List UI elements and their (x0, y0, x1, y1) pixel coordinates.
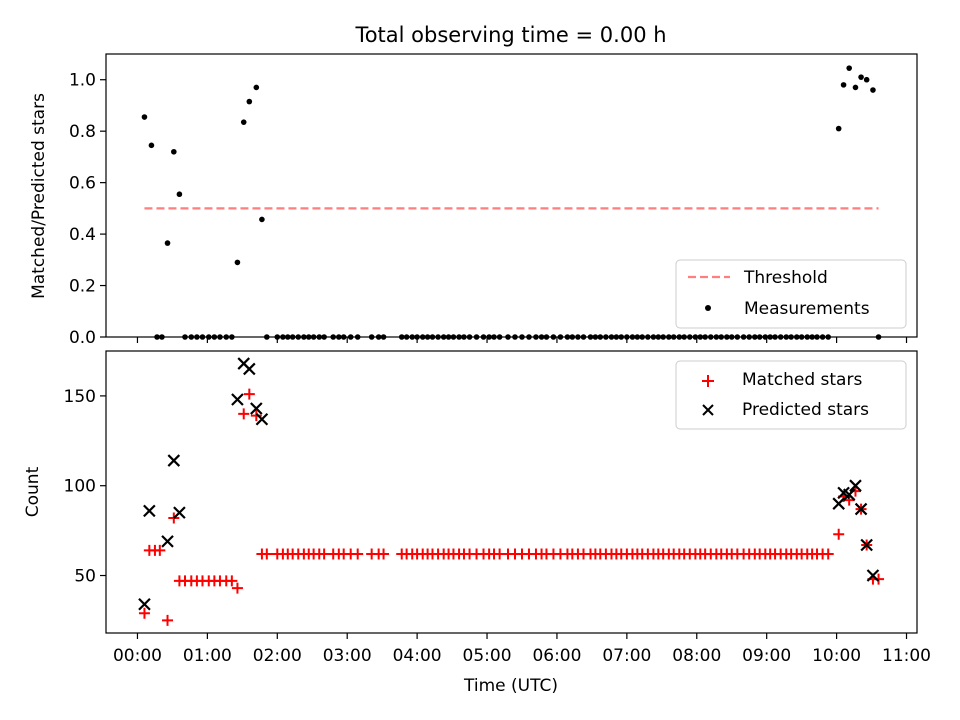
count-x-tick-label: 10:00 (812, 646, 861, 666)
ratio-x-axis (136, 337, 908, 343)
count-x-tick-label: 04:00 (393, 646, 442, 666)
count-x-tick-label: 08:00 (672, 646, 721, 666)
count-x-tick-label: 11:00 (882, 646, 931, 666)
ratio-y-tick-label: 0.8 (69, 122, 96, 142)
matched-star-point (226, 575, 238, 587)
count-x-tick-label: 06:00 (532, 646, 581, 666)
measurement-point (858, 74, 864, 80)
measurement-point (259, 216, 265, 223)
ratio-y-tick-label: 1.0 (69, 71, 96, 91)
predicted-star-point (250, 402, 263, 415)
ratio-y-tick-label: 0.2 (69, 277, 96, 297)
matched-star-point (843, 494, 855, 506)
predicted-legend-label: Predicted stars (742, 400, 869, 420)
matched-star-point (352, 548, 364, 560)
count-x-axis: 00:00 01:00 02:00 03:00 04:00 05:00 06:00 07:00… (113, 633, 931, 666)
predicted-star-point (849, 479, 862, 492)
count-x-tick-label: 02:00 (253, 646, 302, 666)
predicted-star-point (842, 488, 856, 501)
threshold-legend-label: Threshold (743, 268, 828, 288)
count-legend: Matched stars Predicted stars (675, 360, 907, 430)
predicted-star-point (243, 362, 256, 376)
matched-legend-label: Matched stars (742, 370, 862, 390)
count-x-tick-label: 09:00 (742, 646, 791, 666)
predicted-star-point (854, 502, 868, 516)
matched-star-point (261, 548, 273, 560)
ratio-y-label: Matched/Predicted stars (29, 93, 49, 299)
measurement-point (835, 125, 842, 132)
ratio-axes-frame (105, 53, 918, 338)
count-y-tick-label: 150 (64, 387, 96, 407)
count-y-tick-label: 100 (64, 477, 96, 497)
measurement-point (164, 240, 171, 246)
count-x-tick-label: 03:00 (323, 646, 372, 666)
count-legend-box (675, 360, 907, 430)
matched-star-point (154, 544, 166, 556)
predicted-star-point (255, 412, 269, 426)
matched-star-point (243, 388, 255, 400)
matched-star-point (238, 408, 250, 420)
predicted-star-point (173, 506, 186, 519)
predicted-star-point (161, 535, 174, 548)
predicted-star-point (832, 497, 845, 510)
matched-star-point (250, 410, 262, 422)
predicted-star-point (866, 569, 880, 582)
measurement-point (246, 98, 253, 105)
x-axis-label: Time (UTC) (463, 676, 558, 696)
matched-star-point (378, 548, 390, 560)
ratio-y-tick-label: 0.6 (69, 174, 96, 194)
matched-star-point (833, 528, 845, 540)
matched-star-point (822, 548, 834, 560)
count-x-tick-label: 01:00 (183, 646, 232, 666)
measurement-point (840, 82, 847, 88)
measurement-point (148, 142, 155, 149)
matched-star-point (873, 573, 885, 585)
matched-star-point (162, 614, 174, 626)
predicted-legend-swatch (702, 404, 714, 416)
ratio-y-axis: 0.0 0.2 0.4 0.6 0.8 1.0 (69, 71, 106, 348)
measurement-point (240, 119, 247, 125)
measurement-point (176, 191, 183, 198)
measurements-legend-swatch (705, 305, 711, 311)
predicted-star-point (138, 597, 151, 611)
ratio-legend: Threshold Measurements (675, 259, 907, 329)
matched-star-point (231, 582, 243, 594)
ratio-y-tick-label: 0.4 (69, 225, 96, 245)
count-y-label: Count (23, 466, 43, 517)
measurement-point (852, 84, 859, 91)
measurement-point (141, 114, 148, 120)
count-axes-frame (105, 350, 918, 634)
measurement-point (870, 87, 876, 93)
count-x-tick-label: 07:00 (602, 646, 651, 666)
matched-star-point (138, 607, 150, 619)
count-x-tick-label: 00:00 (113, 646, 162, 666)
count-y-tick-label: 50 (74, 567, 96, 587)
predicted-star-point (143, 504, 156, 518)
count-y-axis: 50 100 150 (64, 387, 106, 587)
measurements-legend-label: Measurements (744, 299, 870, 319)
measurement-point (171, 148, 177, 155)
predicted-star-point (167, 454, 181, 467)
measurement-point (234, 259, 241, 266)
ratio-legend-box (675, 259, 907, 329)
measurement-point (846, 65, 852, 71)
count-plot-area (138, 357, 885, 626)
measurement-point (863, 76, 870, 83)
ratio-panel: 0.0 0.2 0.4 0.6 0.8 1.0 Matched/Predicted sta… (29, 53, 918, 348)
measurement-point (253, 84, 260, 91)
ratio-y-tick-label: 0.0 (69, 328, 96, 348)
predicted-star-point (231, 393, 244, 406)
predicted-star-point (860, 538, 873, 552)
count-x-tick-label: 05:00 (463, 646, 512, 666)
figure-title: Total observing time = 0.00 h (354, 23, 666, 47)
matched-legend-swatch (702, 375, 714, 387)
